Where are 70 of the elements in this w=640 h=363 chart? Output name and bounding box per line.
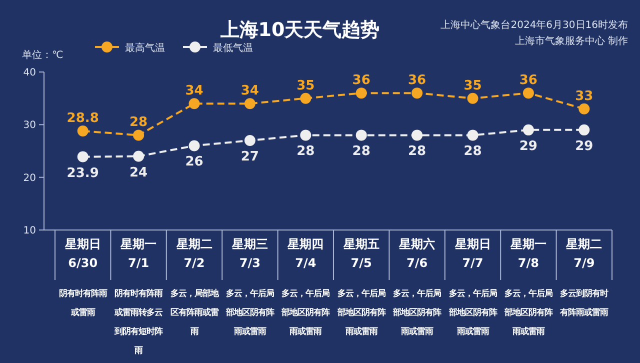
data-label: 23.9 — [66, 166, 99, 181]
data-label: 35 — [296, 78, 315, 94]
point — [467, 130, 478, 141]
text: 阴有时有阵雨或雷雨转多云到阴有短时阵雨 — [114, 288, 163, 355]
data-label: 36 — [408, 73, 426, 88]
point — [467, 92, 478, 104]
x-tick-label: 星期二 7/2 — [175, 237, 212, 270]
data-label: 26 — [185, 154, 204, 170]
point — [578, 103, 590, 114]
data-label: 28 — [352, 144, 370, 160]
text: 多云，午后局部地区阴有阵雨或雷雨 — [448, 288, 497, 336]
text: 多云，午后局部地区阴有阵雨或雷雨 — [392, 288, 442, 336]
point — [300, 130, 312, 141]
data-label: 33 — [575, 88, 594, 104]
point — [412, 130, 423, 141]
text: 阴有时有阵雨或雷雨 — [58, 288, 107, 317]
data-label: 29 — [519, 138, 538, 154]
text: 多云，午后局部地区阴有阵雨或雷雨 — [224, 288, 274, 336]
point — [188, 98, 200, 110]
data-label: 34 — [185, 84, 204, 99]
x-tick-label: 星期三 7/3 — [230, 237, 268, 270]
point — [77, 151, 88, 162]
x-tick-label: 星期日 7/7 — [454, 237, 491, 270]
point — [522, 88, 534, 99]
point — [300, 92, 312, 104]
data-label: 28 — [464, 144, 482, 160]
data-label: 27 — [240, 149, 259, 164]
x-tick-label: 星期二 7/9 — [565, 237, 602, 270]
text: 上海中心气象台2024年6月30日16时发布 — [440, 19, 628, 31]
text: 上海市气象服务中心 制作 — [514, 35, 628, 47]
data-label: 24 — [130, 165, 148, 180]
point — [133, 130, 144, 141]
title: 上海10天天气趋势 — [220, 19, 380, 41]
data-label: 28 — [296, 144, 315, 160]
y-tick-label: 40 — [23, 68, 36, 78]
x-tick-label: 星期一 7/1 — [120, 237, 157, 270]
point — [522, 124, 534, 136]
text: 多云，午后局部地区阴有阵雨或雷雨 — [503, 288, 552, 336]
data-label: 28.8 — [66, 110, 99, 126]
point — [412, 88, 423, 99]
point — [356, 88, 367, 99]
point — [188, 140, 200, 152]
data-label: 34 — [240, 84, 259, 99]
point — [356, 130, 367, 141]
data-label: 28 — [408, 144, 426, 160]
data-label: 36 — [352, 73, 370, 88]
x-tick-label: 星期五 7/5 — [342, 237, 380, 270]
text: 多云到阴有时有阵雨或雷雨 — [559, 288, 608, 317]
point — [244, 134, 256, 146]
data-label: 35 — [464, 78, 482, 94]
y-tick-label: 20 — [23, 172, 36, 184]
text: 多云，局部地区有阵雨或雷雨 — [170, 288, 220, 336]
x-tick-label: 星期一 7/8 — [509, 237, 546, 270]
x-tick-label: 星期日 6/30 — [64, 237, 101, 270]
text: 多云，午后局部地区阴有阵雨或雷雨 — [336, 288, 386, 336]
legend-label: 最低气温 — [213, 42, 253, 54]
data-label: 28 — [130, 115, 148, 130]
x-tick-label: 星期六 7/6 — [398, 237, 436, 270]
text: 多云，午后局部地区阴有阵雨或雷雨 — [280, 288, 330, 336]
legend-label: 最高气温 — [125, 42, 165, 54]
point — [133, 150, 144, 162]
y-tick-label: 10 — [23, 226, 36, 236]
point — [77, 125, 88, 136]
y-axis-title: 单位：℃ — [22, 49, 64, 61]
data-label: 36 — [519, 73, 538, 88]
y-tick-label: 30 — [23, 120, 36, 132]
x-tick-label: 星期四 7/4 — [286, 237, 324, 270]
point — [578, 124, 590, 136]
point — [244, 98, 256, 110]
data-label: 29 — [575, 138, 594, 154]
